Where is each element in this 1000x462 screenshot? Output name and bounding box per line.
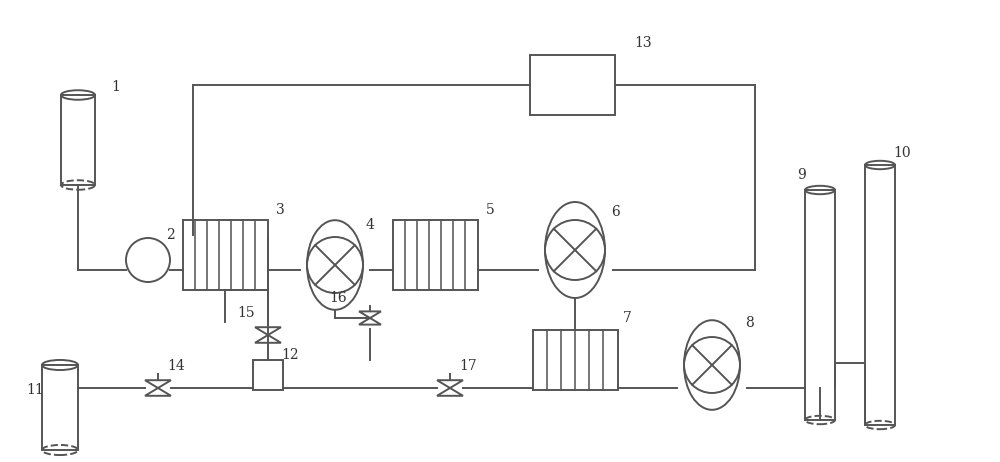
Bar [865,165,895,425]
Bar [61,95,95,185]
Text: 5: 5 [486,203,494,217]
Text: 15: 15 [237,306,255,320]
Text: 13: 13 [634,36,652,50]
Text: 2: 2 [166,228,174,242]
Bar [392,220,478,290]
Bar [530,55,615,115]
Text: 10: 10 [893,146,911,160]
Bar [805,190,835,420]
Text: 4: 4 [366,218,374,232]
Bar [182,220,268,290]
Text: 3: 3 [276,203,284,217]
Bar [532,330,618,390]
Text: 14: 14 [167,359,185,373]
Text: 9: 9 [798,168,806,182]
Text: 11: 11 [26,383,44,397]
Text: 1: 1 [112,80,120,94]
Text: 7: 7 [623,311,631,325]
Text: 8: 8 [746,316,754,330]
Text: 16: 16 [329,291,347,305]
Bar [42,365,78,450]
Text: 12: 12 [281,348,299,362]
Text: 17: 17 [459,359,477,373]
Text: 6: 6 [611,205,619,219]
Bar [253,360,283,390]
